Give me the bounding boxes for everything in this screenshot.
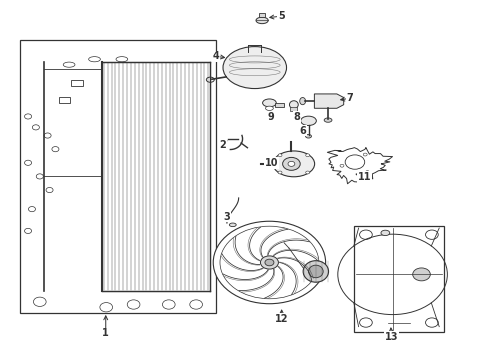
Circle shape (283, 157, 300, 170)
Ellipse shape (116, 57, 128, 62)
Ellipse shape (89, 57, 100, 62)
Circle shape (28, 207, 35, 212)
Text: 8: 8 (294, 112, 301, 122)
Ellipse shape (63, 62, 75, 67)
Circle shape (213, 221, 326, 304)
Text: 12: 12 (275, 314, 289, 324)
Bar (259, 13, 265, 17)
Circle shape (306, 171, 310, 174)
Bar (291, 107, 297, 111)
Polygon shape (315, 94, 343, 108)
Ellipse shape (223, 46, 287, 89)
Circle shape (288, 161, 295, 166)
Ellipse shape (263, 99, 276, 107)
Circle shape (413, 268, 430, 281)
Text: 7: 7 (347, 93, 353, 103)
Bar (59, 97, 70, 103)
Text: 9: 9 (268, 112, 274, 122)
Circle shape (345, 155, 365, 169)
Text: 3: 3 (223, 212, 230, 221)
Bar (275, 103, 284, 107)
Ellipse shape (290, 101, 298, 109)
Ellipse shape (303, 261, 329, 282)
Circle shape (52, 147, 59, 152)
Circle shape (265, 259, 274, 266)
Ellipse shape (301, 116, 317, 126)
Circle shape (278, 171, 282, 174)
Circle shape (366, 171, 369, 174)
Circle shape (36, 174, 43, 179)
Circle shape (190, 300, 202, 309)
Circle shape (127, 300, 140, 309)
Ellipse shape (300, 98, 306, 105)
Ellipse shape (306, 134, 312, 138)
Ellipse shape (229, 223, 236, 226)
Circle shape (261, 256, 278, 269)
Circle shape (24, 114, 31, 119)
Ellipse shape (206, 77, 214, 82)
Circle shape (33, 297, 46, 306)
Circle shape (162, 300, 175, 309)
Ellipse shape (381, 230, 390, 235)
Bar (102, 62, 210, 291)
Ellipse shape (324, 118, 332, 122)
Text: 13: 13 (385, 332, 398, 342)
Ellipse shape (266, 106, 273, 111)
Text: 4: 4 (212, 51, 219, 61)
Circle shape (278, 154, 282, 157)
Circle shape (363, 153, 367, 156)
Bar (354, 226, 444, 332)
Ellipse shape (273, 151, 315, 177)
Text: 11: 11 (358, 172, 371, 182)
Bar (71, 80, 83, 86)
Circle shape (24, 228, 31, 234)
Text: 1: 1 (102, 328, 109, 338)
Circle shape (32, 125, 39, 130)
Ellipse shape (256, 17, 268, 24)
Text: 6: 6 (299, 126, 306, 135)
Circle shape (46, 188, 53, 193)
Text: 2: 2 (220, 140, 226, 150)
Text: 5: 5 (278, 11, 285, 21)
Circle shape (24, 160, 31, 165)
Circle shape (44, 133, 51, 138)
Circle shape (340, 164, 344, 167)
Ellipse shape (309, 265, 323, 278)
Text: 10: 10 (265, 158, 278, 168)
Circle shape (100, 302, 113, 312)
Circle shape (306, 154, 310, 157)
Bar (20, 40, 216, 313)
